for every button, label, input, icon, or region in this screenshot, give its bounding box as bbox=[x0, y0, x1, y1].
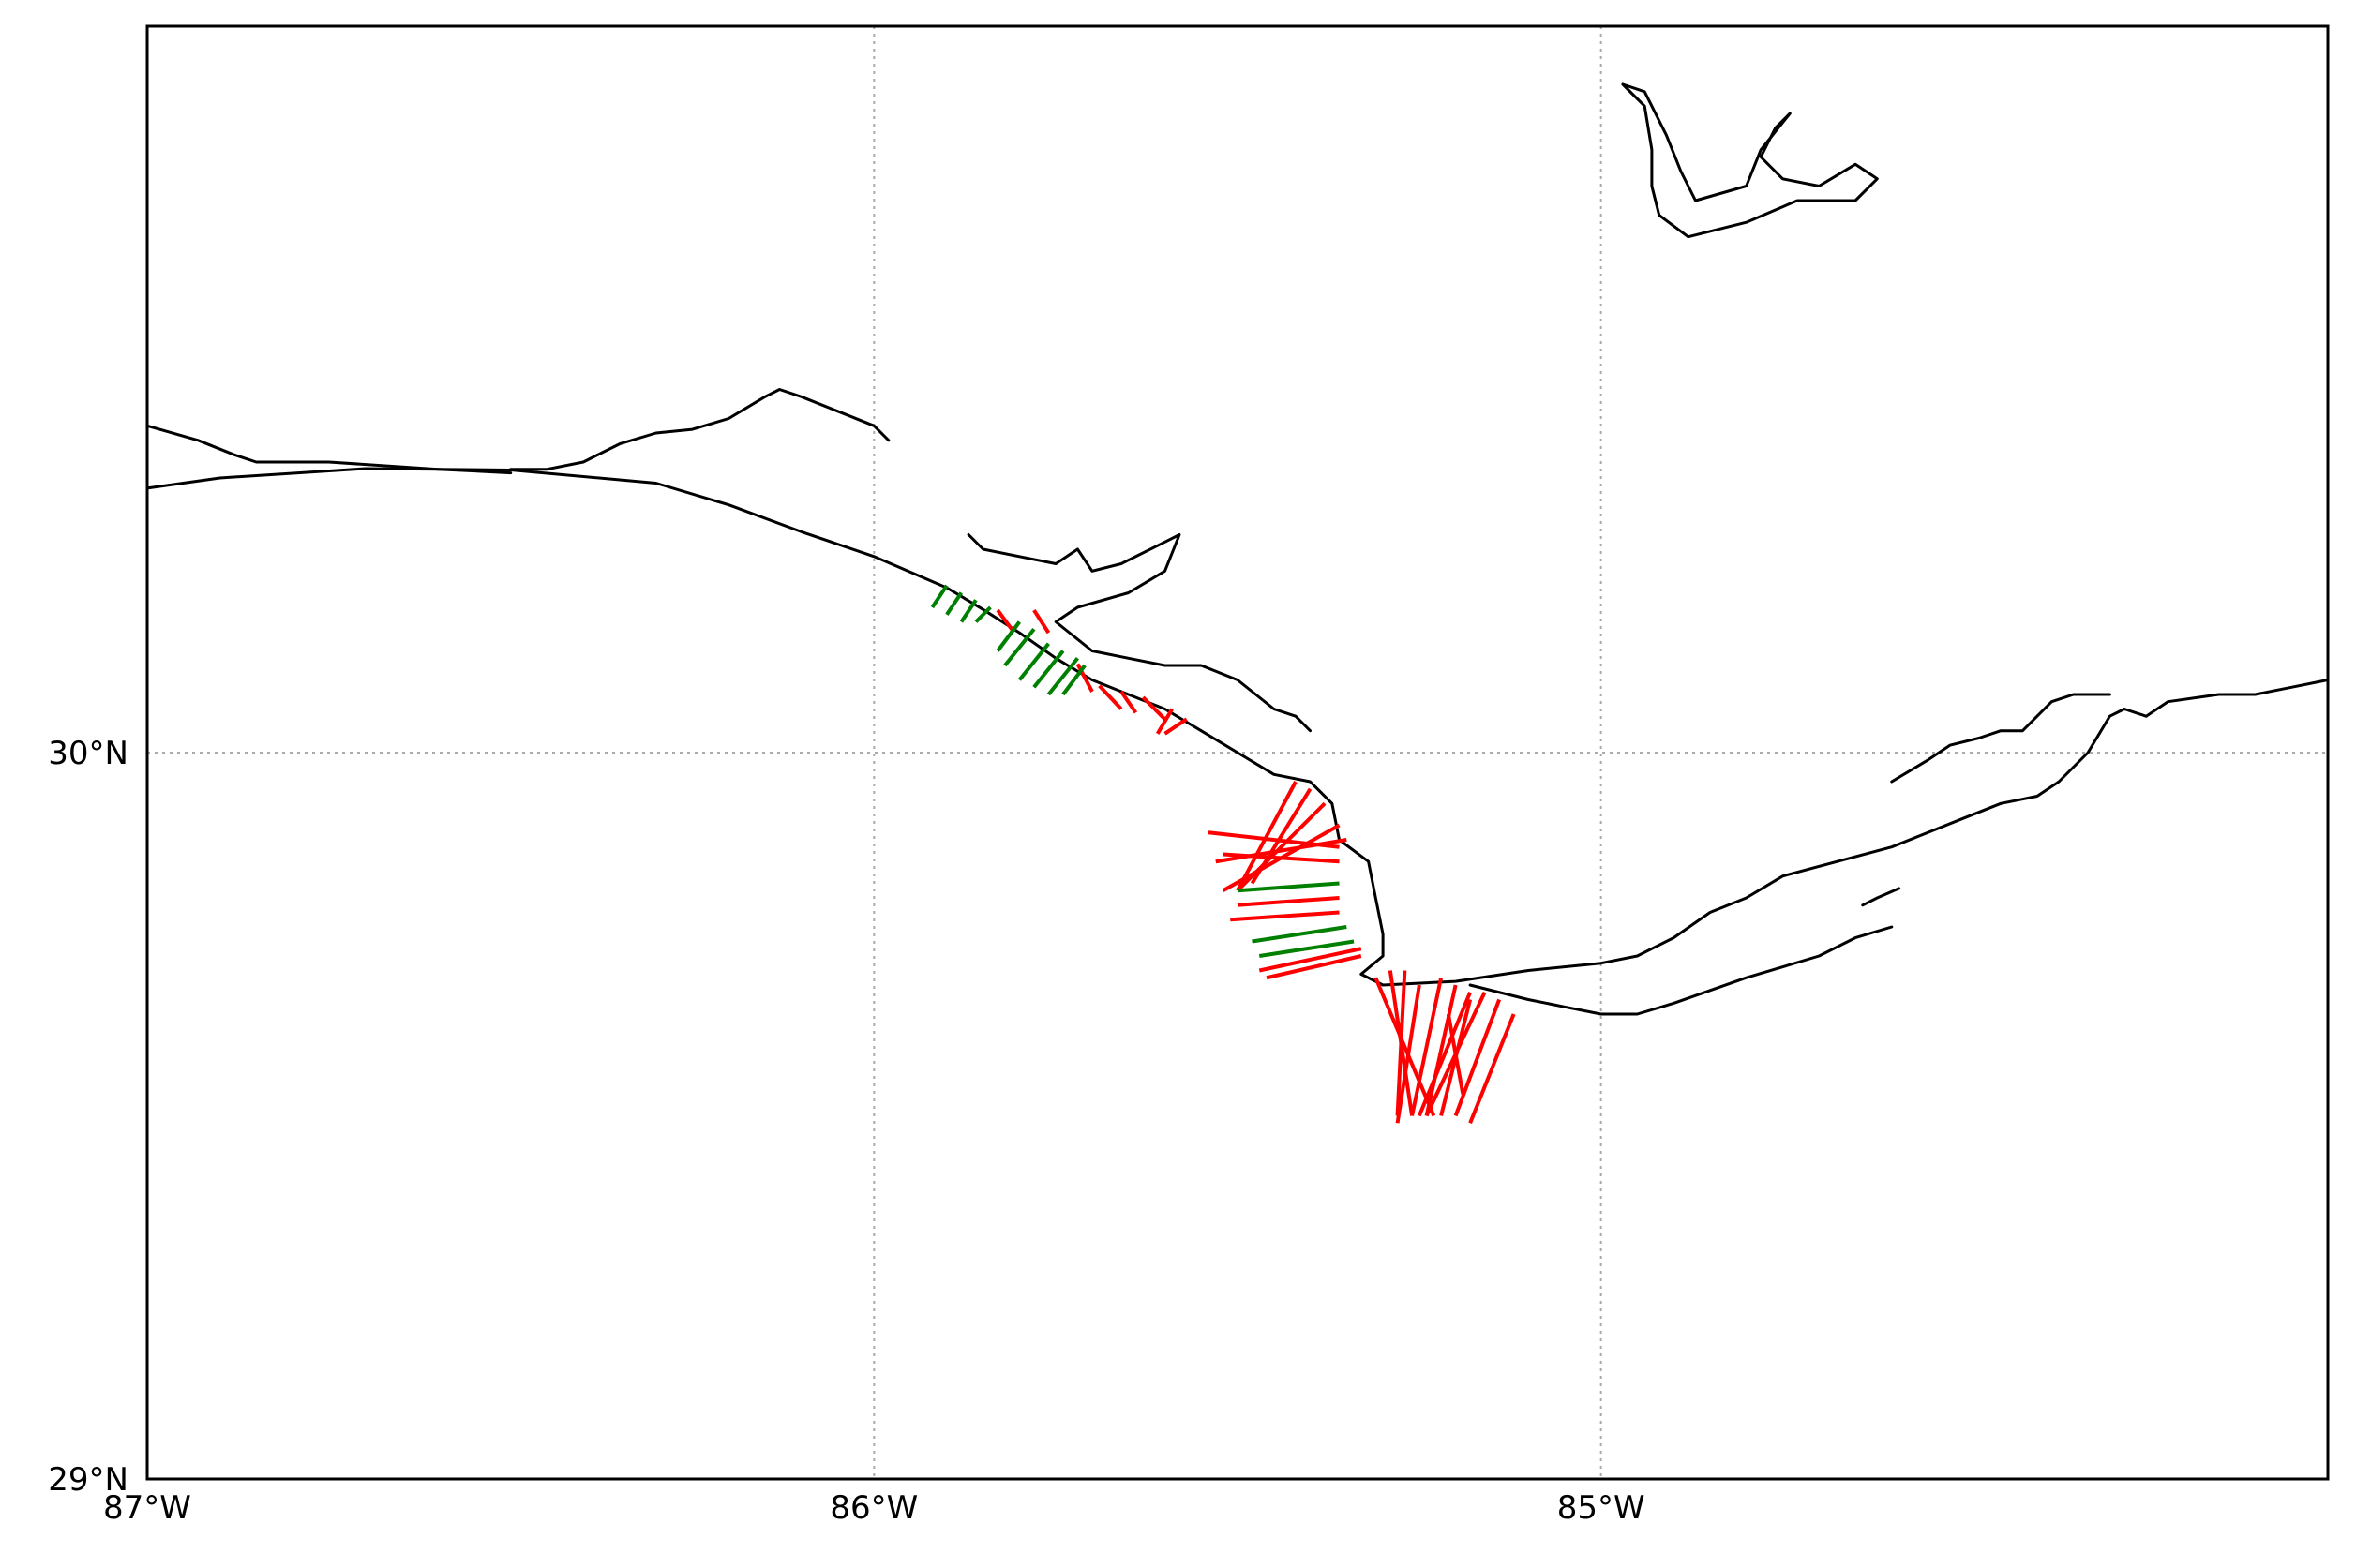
axis-tick-labels: 87°W 86°W 85°W29°N30°N bbox=[48, 735, 1644, 1527]
transect-green bbox=[1253, 927, 1347, 942]
transect-red bbox=[1034, 610, 1049, 633]
coastline-pensacola-bay bbox=[147, 426, 511, 472]
y-tick-label: 29°N bbox=[48, 1461, 128, 1499]
transect-red bbox=[1427, 985, 1456, 1116]
shoreline-transects bbox=[932, 586, 1513, 1124]
coastline-apalachee-marsh bbox=[1892, 694, 2110, 782]
transect-red bbox=[1164, 719, 1186, 734]
transect-red bbox=[1238, 898, 1340, 905]
transect-red bbox=[1441, 1000, 1470, 1116]
transect-green bbox=[947, 593, 962, 615]
y-tick-label: 30°N bbox=[48, 735, 128, 772]
transect-red bbox=[1456, 1000, 1500, 1116]
x-tick-label: 85°W bbox=[1557, 1489, 1645, 1527]
coastline-gulf-coast-main bbox=[147, 469, 2001, 985]
transect-green bbox=[1238, 884, 1340, 891]
coastline-choctawhatchee-bay bbox=[511, 390, 889, 470]
transect-green bbox=[961, 600, 976, 621]
coastline-lake-seminole bbox=[1623, 84, 1877, 237]
coastlines bbox=[147, 84, 2328, 1014]
transect-green bbox=[932, 586, 947, 607]
x-tick-label: 86°W bbox=[830, 1489, 918, 1527]
transect-red bbox=[1230, 913, 1339, 920]
coastline-coast-east bbox=[2001, 680, 2328, 804]
transect-red bbox=[1470, 1014, 1514, 1123]
coastline-dog-island bbox=[1863, 889, 1899, 905]
